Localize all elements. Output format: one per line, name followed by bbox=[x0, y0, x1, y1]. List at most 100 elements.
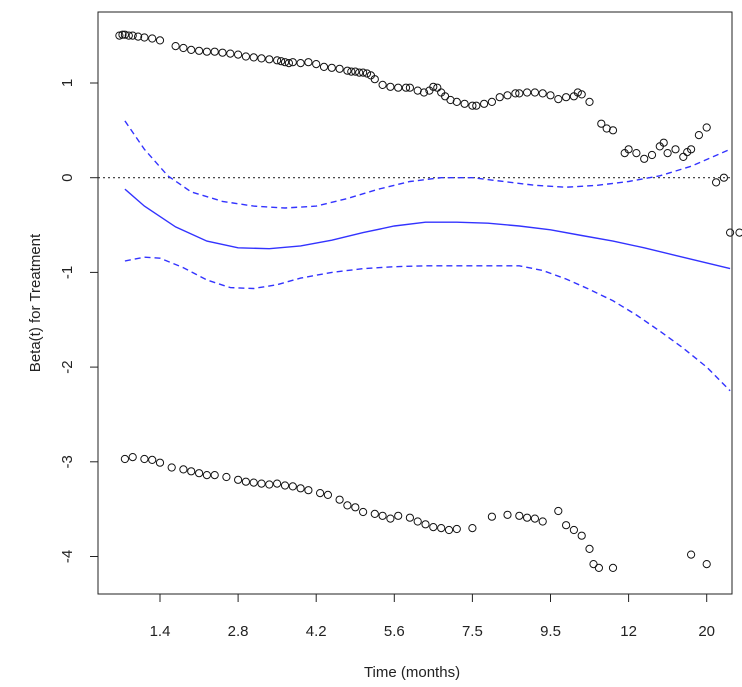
residuals-upper-point bbox=[362, 69, 372, 78]
residuals-lower-point bbox=[148, 455, 157, 464]
axes-group bbox=[97, 11, 733, 595]
residuals-upper-point bbox=[640, 154, 649, 163]
residuals-lower-point bbox=[140, 454, 149, 464]
residuals-upper-point bbox=[647, 150, 657, 160]
residuals-lower-point bbox=[577, 531, 586, 540]
residuals-upper-point bbox=[218, 48, 227, 57]
x-tick-label: 20 bbox=[698, 623, 715, 640]
residuals-upper-point bbox=[687, 145, 696, 154]
y-tick-label: -1 bbox=[59, 266, 76, 279]
residuals-lower-point bbox=[210, 471, 219, 480]
residuals-upper-point bbox=[124, 31, 133, 40]
residuals-upper-point bbox=[120, 30, 130, 39]
residuals-lower-point bbox=[394, 511, 403, 520]
residuals-upper-point bbox=[343, 66, 352, 75]
residuals-lower-point bbox=[608, 563, 618, 573]
residuals-lower-point bbox=[234, 475, 243, 484]
residuals-lower-point bbox=[316, 489, 325, 498]
residuals-lower-point bbox=[437, 524, 446, 533]
x-tick-label: 2.8 bbox=[228, 623, 249, 640]
x-axis-title: Time (months) bbox=[364, 664, 460, 681]
residuals-lower-point bbox=[594, 563, 604, 573]
residuals-upper-point bbox=[573, 88, 582, 97]
residuals-lower-point bbox=[370, 509, 379, 519]
x-tick-label: 1.4 bbox=[150, 623, 171, 640]
residuals-upper-point bbox=[284, 59, 293, 68]
residuals-upper-point bbox=[304, 58, 313, 67]
residuals-lower-point bbox=[589, 560, 598, 569]
residuals-upper-point bbox=[405, 83, 414, 92]
residuals-lower-point bbox=[554, 506, 563, 516]
residuals-upper-point bbox=[115, 31, 124, 40]
residuals-upper-point bbox=[394, 83, 403, 92]
residuals-lower-point bbox=[487, 512, 496, 521]
residuals-upper-point bbox=[134, 32, 143, 41]
residuals-lower-point bbox=[562, 521, 571, 530]
x-tick-label: 5.6 bbox=[384, 623, 405, 640]
residuals-upper-point bbox=[429, 82, 438, 91]
residuals-upper-point bbox=[386, 82, 395, 91]
residuals-lower-point bbox=[444, 525, 454, 535]
residuals-upper-point bbox=[327, 63, 336, 72]
x-axis-ticks: 1.4 2.8 4.2 5.6 7.5 9.5 12 20 bbox=[150, 594, 715, 640]
residuals-upper-point bbox=[118, 30, 127, 39]
residuals-upper-point bbox=[335, 64, 344, 73]
residuals-lower-point bbox=[421, 520, 430, 529]
residuals-lower-point bbox=[569, 525, 579, 535]
residuals-upper-point bbox=[511, 89, 520, 98]
residuals-upper-point bbox=[359, 68, 368, 77]
residuals-upper-point bbox=[128, 31, 137, 40]
residuals-upper-point bbox=[577, 90, 586, 99]
residuals-lower-point bbox=[335, 495, 344, 504]
residuals-upper-point bbox=[234, 50, 243, 59]
residuals-upper-point bbox=[249, 53, 258, 62]
residuals-upper-point bbox=[140, 33, 149, 42]
residuals-lower-point bbox=[530, 514, 540, 523]
y-tick-label: 0 bbox=[59, 174, 76, 182]
residuals-upper-point bbox=[179, 43, 188, 53]
residuals-upper-point bbox=[351, 67, 360, 76]
residuals-upper-point bbox=[719, 173, 729, 182]
residuals-upper-point bbox=[480, 99, 489, 108]
residuals-lower-point bbox=[503, 510, 512, 519]
fit-lines-group bbox=[124, 120, 731, 392]
residuals-upper-point bbox=[597, 119, 606, 128]
residuals-upper-point bbox=[468, 101, 477, 110]
residuals-upper-point bbox=[487, 97, 496, 107]
residuals-lower-point bbox=[323, 490, 332, 499]
residuals-upper-point bbox=[195, 46, 204, 55]
residuals-upper-point bbox=[370, 75, 379, 84]
residuals-upper-point bbox=[472, 101, 481, 110]
residuals-upper-point bbox=[171, 42, 180, 51]
residuals-upper-point bbox=[419, 88, 429, 97]
y-axis-ticks: 1 0 -1 -2 -3 -4 bbox=[59, 79, 98, 563]
residuals-lower-point bbox=[359, 507, 368, 517]
residuals-upper-point bbox=[202, 47, 211, 56]
y-tick-label: -4 bbox=[59, 550, 76, 563]
residuals-upper-point bbox=[148, 34, 157, 43]
residuals-upper-point bbox=[401, 83, 411, 92]
residuals-lower-point bbox=[179, 465, 188, 474]
residuals-upper-point bbox=[441, 92, 450, 101]
residuals-lower-point bbox=[343, 501, 352, 510]
residuals-lower-point bbox=[195, 469, 204, 478]
residuals-lower-point bbox=[296, 484, 305, 493]
residuals-upper-point bbox=[241, 52, 250, 61]
residuals-upper-point bbox=[624, 145, 633, 154]
residuals-lower-point bbox=[585, 544, 594, 554]
residuals-lower-point bbox=[249, 478, 258, 487]
residuals-upper-point bbox=[523, 88, 532, 97]
y-tick-label: -2 bbox=[59, 360, 76, 373]
residuals-lower-point bbox=[515, 511, 524, 520]
residuals-upper-point bbox=[155, 36, 165, 45]
residuals-upper-point bbox=[608, 126, 618, 135]
residuals-upper-point bbox=[554, 95, 563, 104]
residuals-lower-point bbox=[351, 503, 360, 512]
y-tick-label: -3 bbox=[59, 455, 76, 468]
residuals-lower-point bbox=[187, 467, 196, 476]
residuals-upper-point bbox=[585, 97, 594, 107]
residuals-lower-point bbox=[273, 479, 282, 488]
residuals-upper-point bbox=[495, 93, 504, 102]
